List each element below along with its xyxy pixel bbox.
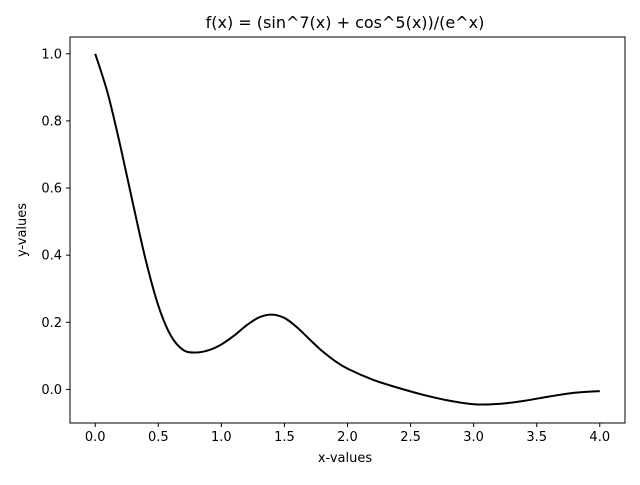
chart-title: f(x) = (sin^7(x) + cos^5(x))/(e^x): [206, 13, 485, 32]
series-line: [94, 53, 600, 406]
x-tick-label: 2.5: [400, 430, 421, 445]
x-axis: 0.0 0.5 1.0 1.5 2.0 2.5 3.0 3.5 4.0: [85, 423, 610, 445]
series-layer: [94, 53, 600, 406]
y-tick-label: 0.4: [41, 249, 62, 264]
x-tick-label: 1.5: [274, 430, 295, 445]
y-axis-label: y-values: [15, 203, 30, 257]
x-tick-label: 3.5: [526, 430, 547, 445]
x-tick-label: 0.0: [85, 430, 106, 445]
plot-area: [69, 36, 626, 424]
y-tick-label: 0.8: [41, 114, 62, 129]
x-axis-label: x-values: [318, 451, 373, 466]
y-tick-label: 1.0: [41, 47, 62, 62]
x-tick-label: 1.0: [211, 430, 232, 445]
y-tick-label: 0.0: [41, 383, 62, 398]
x-tick-label: 2.0: [337, 430, 358, 445]
y-tick-label: 0.6: [41, 182, 62, 197]
y-tick-label: 0.2: [41, 316, 62, 331]
x-tick-label: 4.0: [589, 430, 610, 445]
x-tick-label: 3.0: [463, 430, 484, 445]
x-tick-label: 0.5: [148, 430, 169, 445]
y-axis: 0.0 0.2 0.4 0.6 0.8 1.0: [41, 47, 70, 398]
